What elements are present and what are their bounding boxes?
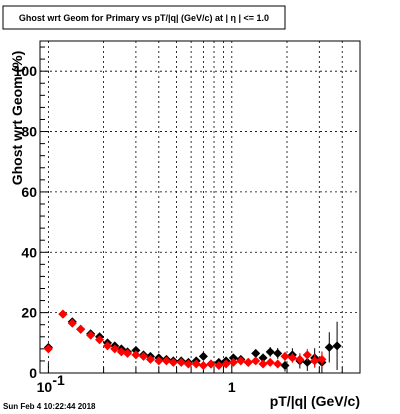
chart-title-box: Ghost wrt Geom for Primary vs pT/|q| (Ge… xyxy=(2,5,286,30)
data-point xyxy=(295,354,305,364)
data-point xyxy=(228,357,238,367)
y-tick-label: 60 xyxy=(21,184,37,200)
data-point xyxy=(287,353,297,363)
data-point xyxy=(280,360,290,370)
data-point xyxy=(154,356,164,366)
data-point xyxy=(332,341,342,351)
data-point xyxy=(123,348,133,358)
timestamp-label: Sun Feb 4 10:22:44 2018 xyxy=(3,402,96,411)
data-point xyxy=(116,347,126,357)
data-point xyxy=(206,359,216,369)
data-point xyxy=(251,348,261,358)
data-point xyxy=(221,359,231,369)
data-point xyxy=(214,360,224,370)
x-tick-exponent: -1 xyxy=(52,372,65,388)
y-axis-title: Ghost wrt Geom (%) xyxy=(9,51,25,186)
data-point xyxy=(183,359,193,369)
data-point xyxy=(67,318,77,328)
data-point xyxy=(280,351,290,361)
x-tick-label: 1 xyxy=(228,379,236,395)
data-point xyxy=(76,324,86,334)
y-tick-label: 0 xyxy=(29,365,37,381)
chart-title-frame xyxy=(2,5,286,30)
data-point xyxy=(145,354,155,364)
y-tick-label: 80 xyxy=(21,124,37,140)
data-point xyxy=(191,359,201,369)
data-point xyxy=(258,359,268,369)
data-point xyxy=(251,356,261,366)
series-1 xyxy=(43,309,327,370)
data-point xyxy=(95,335,105,345)
data-point xyxy=(265,347,275,357)
data-point xyxy=(198,360,208,370)
data-point xyxy=(302,357,312,367)
chart-title: Ghost wrt Geom for Primary vs pT/|q| (Ge… xyxy=(19,13,269,23)
plot-area-frame xyxy=(39,40,361,374)
data-point xyxy=(138,351,148,361)
data-point xyxy=(131,350,141,360)
data-point xyxy=(236,356,246,366)
data-point xyxy=(198,351,208,361)
x-axis-title: pT/|q| (GeV/c) xyxy=(270,393,360,409)
data-point xyxy=(265,357,275,367)
data-point xyxy=(58,309,68,319)
data-point xyxy=(273,359,283,369)
grid-lines xyxy=(39,41,361,373)
data-point xyxy=(273,348,283,358)
data-point xyxy=(176,357,186,367)
x-axis-ticks: 10 -1 1 xyxy=(37,363,361,395)
data-point xyxy=(102,341,112,351)
data-point xyxy=(302,350,312,360)
y-axis-ticks: 0 20 40 60 80 100 xyxy=(14,46,49,381)
data-point xyxy=(243,357,253,367)
data-point xyxy=(317,354,327,364)
y-tick-label: 100 xyxy=(14,63,38,79)
data-point xyxy=(168,357,178,367)
data-point xyxy=(43,344,53,354)
data-point xyxy=(86,330,96,340)
data-series xyxy=(43,309,342,373)
data-point xyxy=(310,356,320,366)
data-point xyxy=(228,353,238,363)
y-tick-label: 40 xyxy=(21,244,37,260)
data-point xyxy=(110,344,120,354)
data-point xyxy=(324,342,334,352)
data-point xyxy=(161,356,171,366)
data-point xyxy=(131,345,141,355)
data-point xyxy=(258,353,268,363)
y-tick-label: 20 xyxy=(21,305,37,321)
x-tick-label: 10 xyxy=(37,379,53,395)
